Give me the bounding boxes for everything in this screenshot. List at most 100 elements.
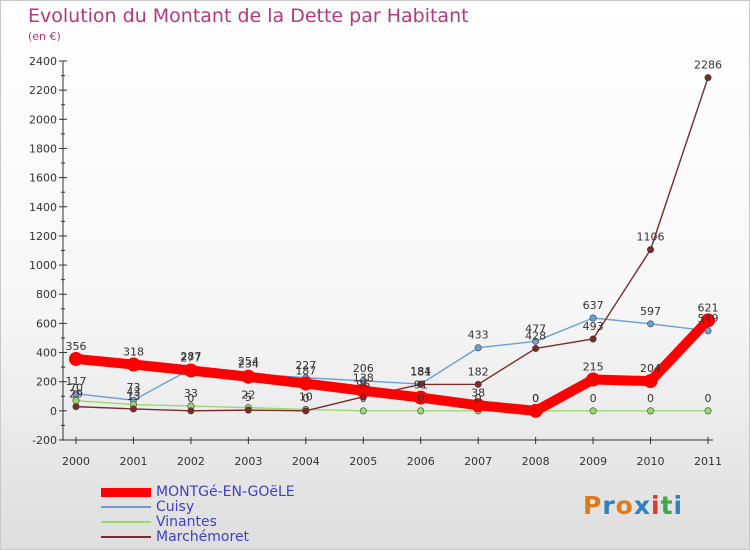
data-label: 117: [66, 375, 87, 388]
data-label: 22: [241, 389, 255, 402]
data-label: 477: [525, 322, 546, 335]
data-point: [589, 407, 597, 415]
data-label: 0: [590, 392, 597, 405]
legend-label: Vinantes: [156, 514, 217, 530]
data-label: 356: [66, 340, 87, 353]
y-tick-label: 1000: [29, 259, 57, 272]
y-tick-label: 400: [36, 347, 57, 360]
data-point: [298, 376, 313, 391]
data-point: [72, 403, 80, 411]
data-label: 254: [238, 355, 259, 368]
data-label: 0: [705, 392, 712, 405]
data-label: 0: [417, 392, 424, 405]
y-tick-label: 1800: [29, 142, 57, 155]
data-label: 493: [583, 320, 604, 333]
data-label: 549: [698, 312, 719, 325]
data-point: [528, 403, 543, 418]
series-line-2: [75, 399, 709, 412]
data-label: 2286: [694, 59, 722, 72]
data-point: [129, 405, 137, 413]
data-point: [417, 407, 425, 415]
data-label: 206: [353, 362, 374, 375]
data-label: 0: [475, 392, 482, 405]
data-label: 204: [640, 362, 661, 375]
legend-swatch: [101, 536, 151, 538]
y-tick-label: 0: [50, 405, 57, 418]
data-label: 33: [184, 387, 198, 400]
data-point: [302, 407, 310, 415]
data-label: 184: [410, 365, 431, 378]
data-label: 277: [180, 351, 201, 364]
data-label: 597: [640, 305, 661, 318]
y-tick-label: 2000: [29, 113, 57, 126]
logo-letter: P: [583, 491, 603, 520]
data-point: [643, 374, 658, 389]
data-point: [244, 406, 252, 414]
y-tick-label: 1400: [29, 201, 57, 214]
data-point: [589, 335, 597, 343]
data-point: [474, 344, 482, 352]
proxiti-logo: Proxiti: [583, 491, 683, 520]
y-tick-label: 800: [36, 288, 57, 301]
data-point: [704, 74, 712, 82]
x-tick-label: 2005: [349, 455, 377, 468]
data-label: 1106: [637, 231, 665, 244]
y-tick-label: 2200: [29, 84, 57, 97]
data-label: 38: [471, 386, 485, 399]
y-tick-label: 2400: [29, 55, 57, 68]
data-label: 0: [532, 392, 539, 405]
data-label: 91: [414, 379, 428, 392]
data-point: [532, 337, 540, 345]
logo-letter: i: [673, 491, 684, 520]
y-tick-label: 200: [36, 376, 57, 389]
data-point: [69, 351, 83, 366]
data-point: [704, 327, 712, 335]
logo-letter: r: [602, 491, 616, 520]
data-point: [126, 357, 141, 372]
data-point: [647, 246, 655, 254]
y-tick-label: 1200: [29, 230, 57, 243]
data-point: [589, 314, 597, 322]
data-point: [704, 407, 712, 415]
data-label: 13: [126, 390, 140, 403]
legend-label: Cuisy: [156, 499, 195, 515]
data-point: [586, 372, 601, 387]
data-point: [359, 407, 367, 415]
data-label: 637: [583, 299, 604, 312]
x-tick-label: 2002: [177, 455, 205, 468]
legend-swatch: [101, 488, 151, 497]
series-line-1: [75, 317, 709, 401]
data-point: [417, 380, 425, 388]
data-point: [474, 380, 482, 388]
x-tick-label: 2008: [522, 455, 550, 468]
x-tick-label: 2010: [637, 455, 665, 468]
logo-letter: t: [660, 491, 674, 520]
data-point: [647, 320, 655, 328]
legend-swatch: [101, 506, 151, 508]
chart-subtitle: (en €): [28, 30, 61, 43]
data-label: 318: [123, 345, 144, 358]
data-label: 227: [295, 359, 316, 372]
data-label: 0: [532, 392, 539, 405]
data-label: 215: [583, 361, 604, 374]
logo-letter: o: [615, 491, 634, 520]
data-label: 181: [410, 365, 431, 378]
data-label: 187: [295, 365, 316, 378]
data-point: [413, 390, 428, 405]
x-tick-label: 2006: [407, 455, 435, 468]
y-tick-label: -200: [32, 434, 57, 447]
data-label: 0: [187, 392, 194, 405]
logo-letter: x: [633, 491, 651, 520]
data-label: 0: [360, 392, 367, 405]
series-lines: [71, 76, 713, 416]
x-tick-label: 2007: [464, 455, 492, 468]
data-label: 70: [69, 382, 83, 395]
data-point: [356, 383, 371, 398]
data-label: 433: [468, 329, 489, 342]
legend-swatch: [101, 521, 151, 523]
data-label: 428: [525, 329, 546, 342]
x-tick-label: 2000: [62, 455, 90, 468]
